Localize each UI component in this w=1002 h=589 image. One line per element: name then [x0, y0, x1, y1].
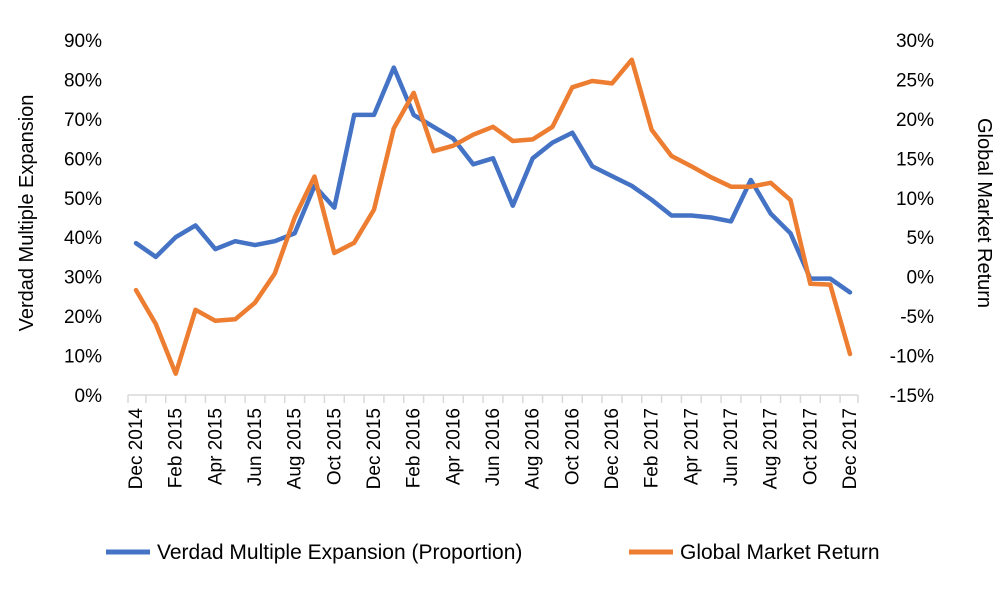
x-tick-label: Jun 2016 — [483, 408, 504, 486]
x-tick-label: Aug 2016 — [523, 408, 544, 489]
left-tick-label: 50% — [64, 189, 102, 210]
x-tick-label: Apr 2016 — [443, 408, 464, 485]
x-tick-label: Dec 2014 — [126, 408, 147, 490]
right-tick-label: 0% — [907, 268, 935, 289]
left-tick-label: 70% — [64, 110, 102, 131]
legend-label-verdad: Verdad Multiple Expansion (Proportion) — [157, 541, 522, 564]
x-axis-ticks: Dec 2014 Feb 2015 Apr 2015 Jun 2015 Aug 2015… — [126, 395, 861, 489]
right-tick-label: 10% — [896, 189, 934, 210]
left-tick-label: 80% — [64, 70, 102, 91]
legend: Verdad Multiple Expansion (Proportion) G… — [106, 541, 880, 564]
left-tick-label: 60% — [64, 149, 102, 170]
x-tick-label: Jun 2015 — [245, 408, 266, 486]
right-axis-title: Global Market Return — [973, 118, 995, 308]
left-tick-label: 20% — [64, 307, 102, 328]
x-tick-label: Dec 2015 — [364, 408, 385, 489]
x-tick-label: Oct 2016 — [562, 408, 583, 485]
right-tick-label: -10% — [890, 347, 934, 368]
x-tick-label: Feb 2016 — [404, 408, 425, 488]
left-axis-ticks: 0% 10% 20% 30% 40% 50% 60% 70% 80% 90% — [64, 31, 102, 407]
left-tick-label: 10% — [64, 347, 102, 368]
right-tick-label: 25% — [896, 70, 934, 91]
x-tick-label: Feb 2017 — [642, 408, 663, 488]
x-tick-label: Feb 2015 — [166, 408, 187, 488]
x-tick-label: Apr 2015 — [205, 408, 226, 485]
legend-label-global-market: Global Market Return — [680, 541, 880, 564]
x-tick-label: Jun 2017 — [721, 408, 742, 486]
left-tick-label: 30% — [64, 268, 102, 289]
right-tick-label: 30% — [896, 31, 934, 52]
right-tick-label: 15% — [896, 149, 934, 170]
right-tick-label: -15% — [890, 386, 934, 407]
right-tick-label: 5% — [907, 228, 935, 249]
x-tick-label: Aug 2017 — [761, 408, 782, 489]
x-tick-label: Oct 2015 — [324, 408, 345, 485]
x-tick-label: Dec 2017 — [840, 408, 861, 489]
series-lines — [133, 57, 853, 376]
left-tick-label: 40% — [64, 228, 102, 249]
series-line-verdad-multiple-expansion — [133, 65, 853, 295]
left-axis-title: Verdad Multiple Expansion — [16, 95, 38, 332]
x-tick-label: Oct 2017 — [800, 408, 821, 485]
left-tick-label: 90% — [64, 31, 102, 52]
x-tick-label: Aug 2015 — [285, 408, 306, 489]
right-axis-ticks: -15% -10% -5% 0% 5% 10% 15% 20% 25% 30% — [890, 31, 934, 407]
right-tick-label: 20% — [896, 110, 934, 131]
left-tick-label: 0% — [75, 386, 103, 407]
x-tick-label: Apr 2017 — [681, 408, 702, 485]
x-tick-label: Dec 2016 — [602, 408, 623, 489]
right-tick-label: -5% — [900, 307, 934, 328]
series-line-global-market-return — [133, 57, 853, 376]
